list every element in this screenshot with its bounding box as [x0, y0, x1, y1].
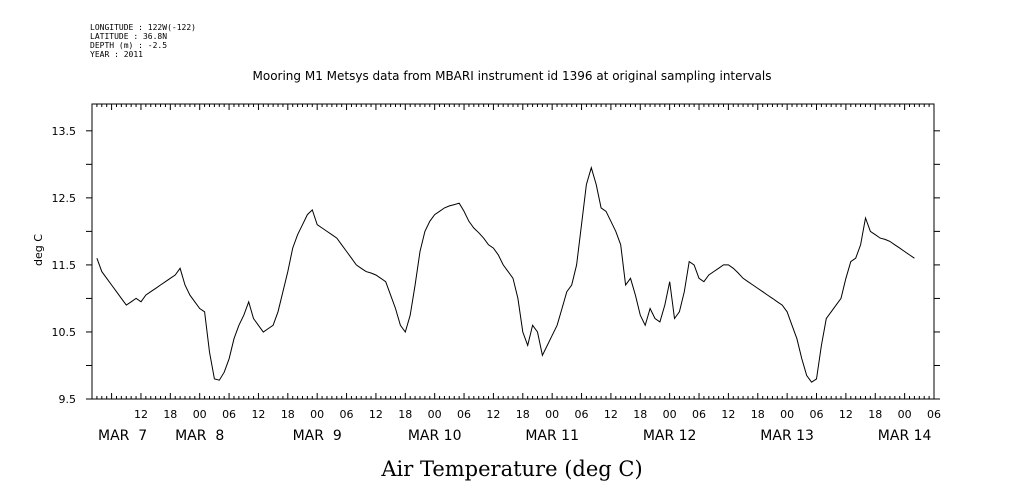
y-tick-label: 13.5 [52, 125, 77, 138]
latitude-text: LATITUDE : 36.8N [90, 32, 167, 41]
y-tick-label: 11.5 [52, 259, 77, 272]
x-date-label: MAR 7 [98, 428, 147, 444]
x-hour-label: 00 [898, 408, 912, 421]
x-hour-label: 00 [545, 408, 559, 421]
x-hour-label: 00 [780, 408, 794, 421]
x-date-label: MAR 14 [878, 428, 932, 444]
x-hour-label: 18 [281, 408, 295, 421]
x-date-label: MAR 11 [525, 428, 579, 444]
y-tick-label: 12.5 [52, 192, 77, 205]
x-hour-label: 06 [692, 408, 706, 421]
x-hour-label: 06 [340, 408, 354, 421]
metadata-block: LONGITUDE : 122W(-122) LATITUDE : 36.8N … [90, 23, 196, 59]
x-hour-label: 00 [663, 408, 677, 421]
x-hour-label: 06 [457, 408, 471, 421]
x-axis-label: Air Temperature (deg C) [380, 457, 642, 481]
series-line [96, 165, 915, 383]
x-hour-label: 12 [839, 408, 853, 421]
x-hour-label: 18 [398, 408, 412, 421]
year-text: YEAR : 2011 [90, 50, 143, 59]
x-hour-label: 18 [163, 408, 177, 421]
x-hour-label: 12 [604, 408, 618, 421]
x-hour-label: 12 [369, 408, 383, 421]
x-hour-label: 12 [251, 408, 265, 421]
x-hour-label: 06 [575, 408, 589, 421]
x-hour-label: 12 [134, 408, 148, 421]
longitude-text: LONGITUDE : 122W(-122) [90, 23, 196, 32]
x-hour-label: 18 [868, 408, 882, 421]
y-tick-label: 10.5 [52, 326, 77, 339]
y-tick-label: 9.5 [59, 393, 77, 406]
x-date-label: MAR 9 [293, 428, 342, 444]
x-hour-label: 00 [193, 408, 207, 421]
x-hour-label: 06 [810, 408, 824, 421]
x-hour-label: 06 [222, 408, 236, 421]
x-hour-label: 18 [516, 408, 530, 421]
axis-ticks [86, 104, 940, 400]
x-hour-label: 18 [633, 408, 647, 421]
x-hour-labels: 12 18 00 06 12 18 00 06 12 18 00 06 12 18 00 06 12 18 00 06… [134, 408, 941, 421]
y-tick-labels: 9.5 10.5 11.5 12.5 13.5 [52, 125, 77, 406]
x-hour-label: 00 [310, 408, 324, 421]
chart-title: Mooring M1 Metsys data from MBARI instru… [253, 69, 772, 83]
plot-frame [91, 103, 935, 400]
x-hour-label: 12 [721, 408, 735, 421]
x-hour-label: 18 [751, 408, 765, 421]
x-date-label: MAR 8 [175, 428, 224, 444]
depth-text: DEPTH (m) : -2.5 [90, 41, 167, 50]
y-axis-label: deg C [32, 234, 45, 266]
x-date-label: MAR 12 [643, 428, 697, 444]
x-hour-label: 00 [428, 408, 442, 421]
x-date-label: MAR 10 [408, 428, 462, 444]
x-date-labels: MAR 7 MAR 8 MAR 9 MAR 10 MAR 11 MAR 12 MAR 13 M… [98, 428, 932, 444]
x-date-label: MAR 13 [760, 428, 814, 444]
x-hour-label: 06 [927, 408, 941, 421]
x-hour-label: 12 [486, 408, 500, 421]
